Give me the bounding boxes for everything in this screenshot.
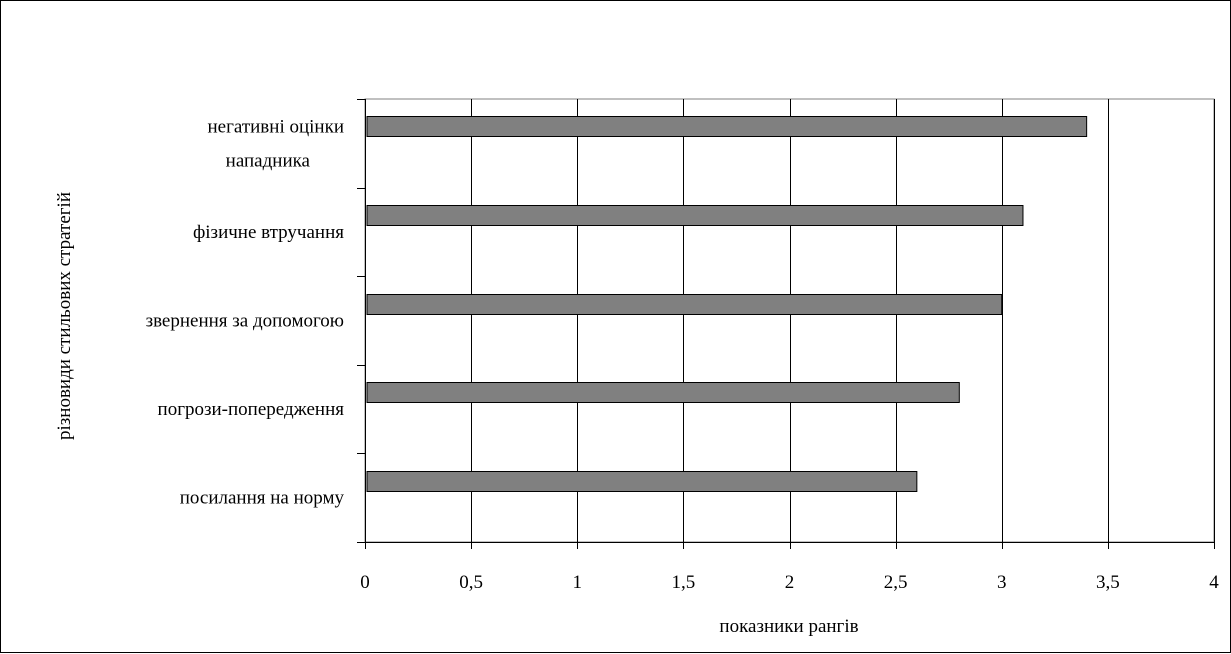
category-label: негативні оцінки нападника <box>208 116 345 171</box>
x-axis-title: показники рангів <box>719 616 858 637</box>
category-label: погрози-попередження <box>158 399 345 420</box>
y-axis-title: різновиди стильових стратегій <box>54 192 75 440</box>
bar <box>366 205 1024 226</box>
x-tick-label: 1,5 <box>672 572 696 593</box>
x-tick-label: 1 <box>573 572 583 593</box>
bar <box>366 116 1088 137</box>
x-tick-label: 4 <box>1209 572 1219 593</box>
x-tick-label: 0 <box>360 572 370 593</box>
x-tick-label: 3,5 <box>1096 572 1120 593</box>
category-label: посилання на норму <box>180 488 345 509</box>
category-label: фізичне втручання <box>193 222 344 243</box>
bar <box>366 471 918 492</box>
x-tick-label: 2 <box>785 572 795 593</box>
bar <box>366 382 960 403</box>
x-tick-label: 3 <box>997 572 1007 593</box>
x-tick-label: 2,5 <box>884 572 908 593</box>
x-tick-label: 0,5 <box>459 572 483 593</box>
category-label: звернення за допомогою <box>146 311 344 332</box>
bar <box>366 294 1003 315</box>
